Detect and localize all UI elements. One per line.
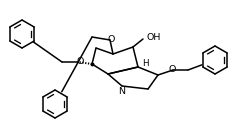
Text: O: O [76,56,83,66]
Text: O: O [107,35,114,44]
Text: N: N [118,87,125,96]
Text: OH: OH [146,32,161,41]
Text: H: H [141,60,148,68]
Text: O: O [168,65,175,73]
